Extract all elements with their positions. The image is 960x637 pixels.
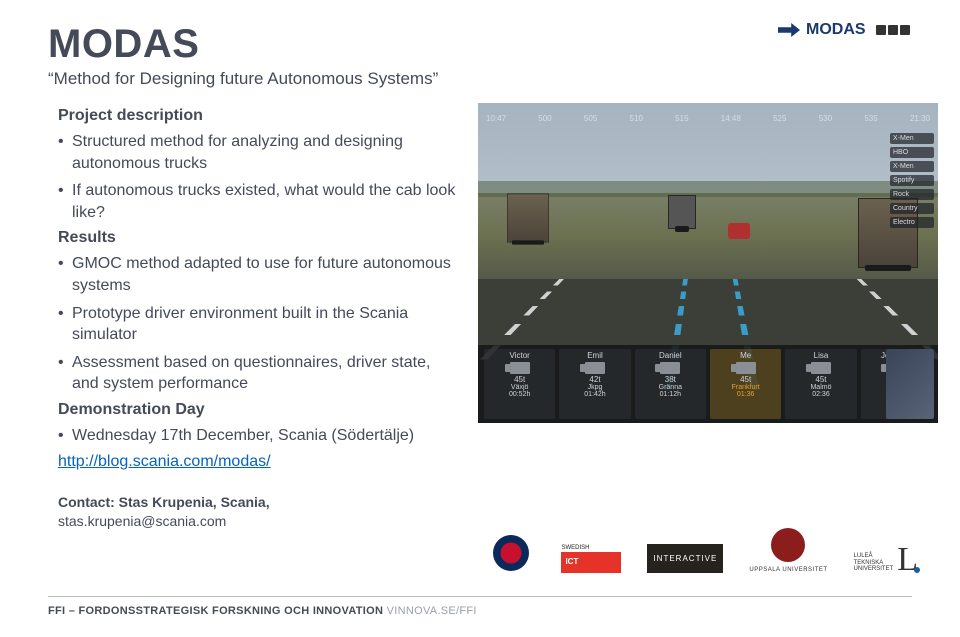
- partner-logos: SWEDISH ICT INTERACTIVE UPPSALA UNIVERSI…: [487, 525, 920, 573]
- modas-logo-text: MODAS: [806, 21, 866, 39]
- hud-distance-scale: 10:47 500 505 510 515 14:48 525 530 535 …: [486, 109, 930, 127]
- media-thumbnail: [886, 349, 934, 419]
- text-content: Project description Structured method fo…: [48, 103, 458, 532]
- project-description-list: Structured method for analyzing and desi…: [58, 131, 458, 223]
- interactive-institute-logo: INTERACTIVE: [647, 544, 723, 573]
- footer-url: VINNOVA.SE/FFI: [387, 605, 477, 617]
- list-item: Assessment based on questionnaires, driv…: [58, 352, 458, 395]
- demo-day-heading: Demonstration Day: [58, 401, 458, 419]
- scania-logo: [487, 533, 535, 573]
- project-link[interactable]: http://blog.scania.com/modas/: [58, 453, 458, 471]
- trucks-icon: [876, 25, 910, 35]
- contact-email: stas.krupenia@scania.com: [58, 512, 458, 532]
- simulator-screenshot: 10:47 500 505 510 515 14:48 525 530 535 …: [478, 103, 938, 423]
- driver-card: Emil42tJkpg01:42h: [559, 349, 630, 419]
- contact-name: Contact: Stas Krupenia, Scania,: [58, 493, 458, 513]
- driver-card: Lisa45tMalmö02:36: [785, 349, 856, 419]
- car-icon: [728, 223, 750, 239]
- arrow-icon: [778, 23, 800, 37]
- demo-day-list: Wednesday 17th December, Scania (Södertä…: [58, 425, 458, 447]
- driver-card: Daniel38tGränna01:12h: [635, 349, 706, 419]
- uppsala-university-logo: UPPSALA UNIVERSITET: [749, 525, 827, 573]
- project-description-heading: Project description: [58, 107, 458, 125]
- truck-icon: [668, 195, 696, 229]
- hud-driver-cards: Victor45tVäxjö00:52hEmil42tJkpg01:42hDan…: [478, 345, 938, 423]
- swedish-ict-logo: SWEDISH ICT: [561, 545, 621, 573]
- footer-org: FFI – FORDONSSTRATEGISK FORSKNING OCH IN…: [48, 605, 383, 617]
- driver-card: Victor45tVäxjö00:52h: [484, 349, 555, 419]
- hud-media-sidebar: X-Men HBO X-Men Spotify Rock Country Ele…: [890, 133, 934, 231]
- list-item: Structured method for analyzing and desi…: [58, 131, 458, 174]
- list-item: Prototype driver environment built in th…: [58, 303, 458, 346]
- modas-logo: MODAS: [778, 14, 918, 46]
- lulea-university-logo: LULEÅ TEKNISKA UNIVERSITET L: [854, 546, 920, 573]
- page-subtitle: “Method for Designing future Autonomous …: [48, 69, 912, 89]
- list-item: Wednesday 17th December, Scania (Södertä…: [58, 425, 458, 447]
- results-heading: Results: [58, 229, 458, 247]
- results-list: GMOC method adapted to use for future au…: [58, 253, 458, 395]
- truck-icon: [507, 194, 549, 243]
- driver-card: Me45tFrankfurt01:36: [710, 349, 781, 419]
- contact-block: Contact: Stas Krupenia, Scania, stas.kru…: [58, 493, 458, 532]
- list-item: GMOC method adapted to use for future au…: [58, 253, 458, 296]
- list-item: If autonomous trucks existed, what would…: [58, 180, 458, 223]
- slide-footer: FFI – FORDONSSTRATEGISK FORSKNING OCH IN…: [48, 596, 912, 617]
